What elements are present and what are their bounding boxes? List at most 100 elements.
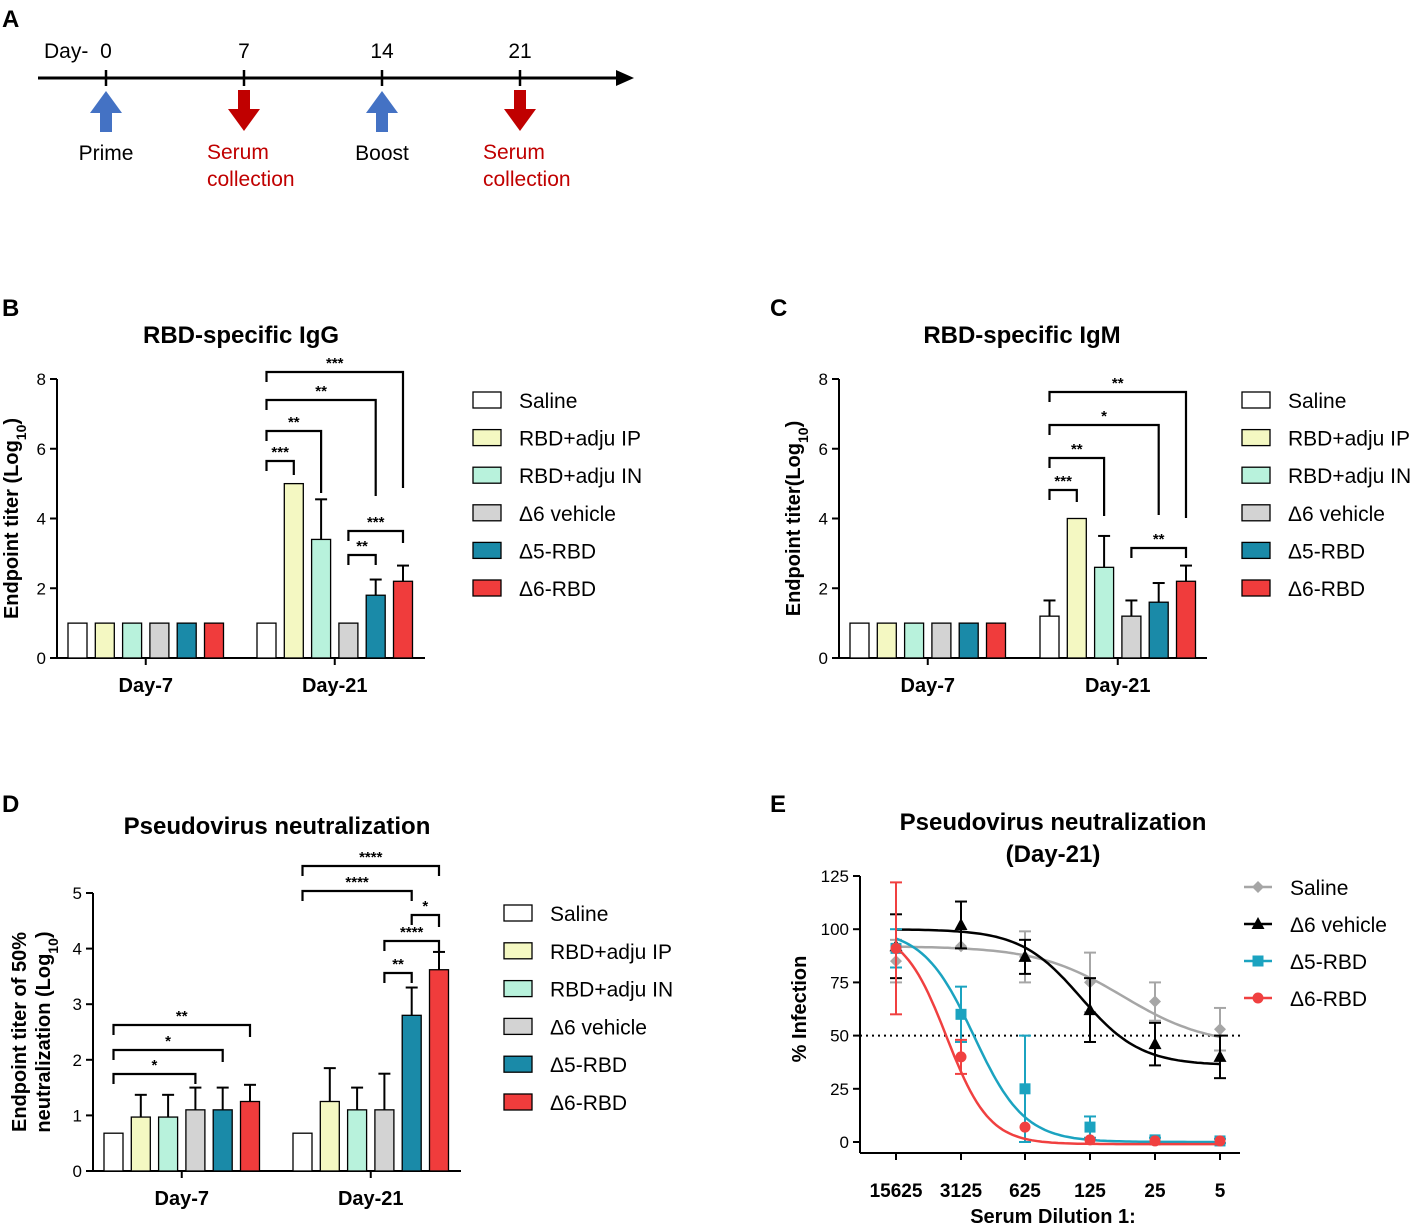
legend-label-delta6-rbd: Δ6-RBD (550, 1092, 627, 1115)
bar-delta5-rbd-day-21 (401, 1014, 422, 1172)
point-delta6-rbd-15625 (890, 942, 902, 954)
x-tick-label-625: 625 (1009, 1181, 1041, 1202)
significance-bracket (265, 370, 405, 488)
point-delta5-rbd-125 (1084, 1121, 1096, 1133)
significance-label: ** (288, 414, 300, 431)
point-delta5-rbd-625 (1019, 1083, 1031, 1095)
y-axis-label-line1: Endpoint titer of 50% (9, 932, 31, 1132)
point-delta6-rbd-125 (1084, 1134, 1096, 1146)
panel-letter-d: D (2, 791, 19, 818)
legend-label-saline: Saline (550, 903, 608, 926)
timeline-event-3-line-1: collection (483, 168, 571, 191)
y-tick-label: 2 (73, 1051, 82, 1070)
chart-e: 0 25 50 75 100 125 15625 3125 625 125 25 5 Serum Dil… (789, 867, 1387, 1226)
bar-delta5-rbd-day-21 (365, 594, 386, 659)
y-tick-label: 0 (73, 1162, 82, 1181)
legend-label-delta6-vehicle: Δ6 vehicle (1288, 503, 1385, 526)
x-category-day-21: Day-21 (338, 1188, 404, 1210)
timeline-event-0: Prime (79, 142, 134, 165)
panel-letter-c: C (770, 295, 787, 322)
legend-label-delta6-rbd: Δ6-RBD (1290, 988, 1367, 1011)
x-tick-label-15625: 15625 (870, 1181, 923, 1202)
arrow-up-shaft-icon (376, 112, 388, 132)
legend-marker-saline (1252, 881, 1264, 893)
legend-label-rbd-adju-ip: RBD+adju IP (519, 428, 641, 451)
chart-d-title: Pseudovirus neutralization (124, 813, 431, 840)
panel-letter-e: E (770, 791, 786, 818)
legend-label-delta5-rbd: Δ5-RBD (519, 540, 596, 563)
legend-label-saline: Saline (1290, 877, 1348, 900)
x-category-day-7: Day-7 (119, 675, 173, 697)
x-category-day-7: Day-7 (901, 675, 955, 697)
legend-swatch-delta5-rbd (472, 541, 502, 560)
y-tick-label: 0 (819, 649, 828, 668)
bar-delta6-vehicle-day-7 (931, 622, 952, 659)
bar-saline-day-21 (1039, 615, 1060, 659)
legend-label-rbd-adju-in: RBD+adju IN (1288, 465, 1411, 488)
x-category-day-21: Day-21 (1085, 675, 1151, 697)
bar-delta6-rbd-day-21 (392, 580, 414, 659)
timeline-event-2: Boost (355, 142, 409, 165)
y-tick-label: 25 (830, 1080, 849, 1099)
legend-swatch-rbd-adju-in (503, 979, 533, 998)
bar-saline-day-7 (103, 1132, 124, 1172)
bar-rbd-adju-in-day-7 (157, 1116, 179, 1172)
timeline-day-prefix: Day- (44, 40, 88, 63)
x-tick-label-3125: 3125 (940, 1181, 983, 1202)
y-tick-label: 8 (819, 370, 828, 389)
legend-label-delta6-rbd: Δ6-RBD (1288, 578, 1365, 601)
bar-saline-day-7 (67, 622, 88, 659)
significance-bracket (265, 459, 295, 475)
bar-delta5-rbd-day-7 (176, 622, 197, 659)
significance-label: **** (359, 849, 383, 866)
panel-letter-b: B (2, 295, 19, 322)
bar-rbd-adju-ip-day-21 (319, 1100, 340, 1172)
arrow-down-shaft-icon (238, 90, 250, 110)
fit-curve-delta5-rbd (895, 937, 1220, 1144)
y-axis-label: Endpoint titer(Log10) (783, 421, 811, 617)
chart-b-title: RBD-specific IgG (143, 322, 339, 349)
significance-bracket (112, 1023, 252, 1037)
legend-label-saline: Saline (519, 390, 577, 413)
bar-delta6-vehicle-day-21 (374, 1109, 395, 1172)
significance-bracket (383, 971, 413, 983)
chart-d: 0 1 2 3 4 5 Endpoint titer of 50% neutralizatio… (9, 849, 673, 1210)
significance-label: * (1101, 408, 1107, 425)
bar-delta6-vehicle-day-7 (185, 1109, 206, 1172)
legend-swatch-rbd-adju-in (1241, 466, 1271, 484)
significance-label: * (152, 1057, 158, 1074)
chart-e-title-line2: (Day-21) (1006, 841, 1101, 868)
chart-e-title-line1: Pseudovirus neutralization (900, 809, 1207, 836)
y-tick-label: 3 (73, 995, 82, 1014)
prime-boost-arrow-up-icon (90, 91, 122, 113)
significance-label: *** (326, 355, 344, 372)
bar-delta6-vehicle-day-21 (1121, 615, 1142, 659)
y-axis-label: Endpoint titer (Log10) (1, 418, 29, 619)
point-delta6-vehicle-3125 (954, 917, 968, 930)
significance-label: * (165, 1033, 171, 1050)
point-delta6-vehicle-5 (1213, 1049, 1227, 1062)
y-tick-label: 50 (830, 1027, 849, 1046)
significance-bracket (265, 429, 323, 493)
y-tick-label: 6 (819, 440, 828, 459)
arrow-down-shaft-icon (514, 90, 526, 110)
significance-label: ** (356, 538, 368, 555)
legend-label-delta6-vehicle: Δ6 vehicle (1290, 914, 1387, 937)
timeline-event-1-line-0: Serum (207, 141, 269, 164)
point-delta6-rbd-5 (1214, 1135, 1226, 1147)
timeline-day-21: 21 (508, 40, 531, 63)
legend-label-rbd-adju-ip: RBD+adju IP (1288, 428, 1410, 451)
legend-label-delta6-vehicle: Δ6 vehicle (550, 1016, 647, 1039)
fit-curve-delta6-rbd (895, 946, 1220, 1146)
bar-delta5-rbd-day-7 (958, 622, 979, 659)
significance-bracket (1048, 423, 1160, 515)
bar-rbd-adju-in-day-21 (1093, 566, 1115, 659)
significance-label: **** (400, 924, 424, 941)
y-tick-label: 4 (819, 510, 828, 529)
significance-bracket (112, 1048, 224, 1062)
significance-bracket (383, 939, 441, 951)
point-saline-25 (1149, 995, 1161, 1008)
legend-label-rbd-adju-ip: RBD+adju IP (550, 941, 672, 964)
legend-marker-delta6-rbd (1252, 992, 1264, 1004)
